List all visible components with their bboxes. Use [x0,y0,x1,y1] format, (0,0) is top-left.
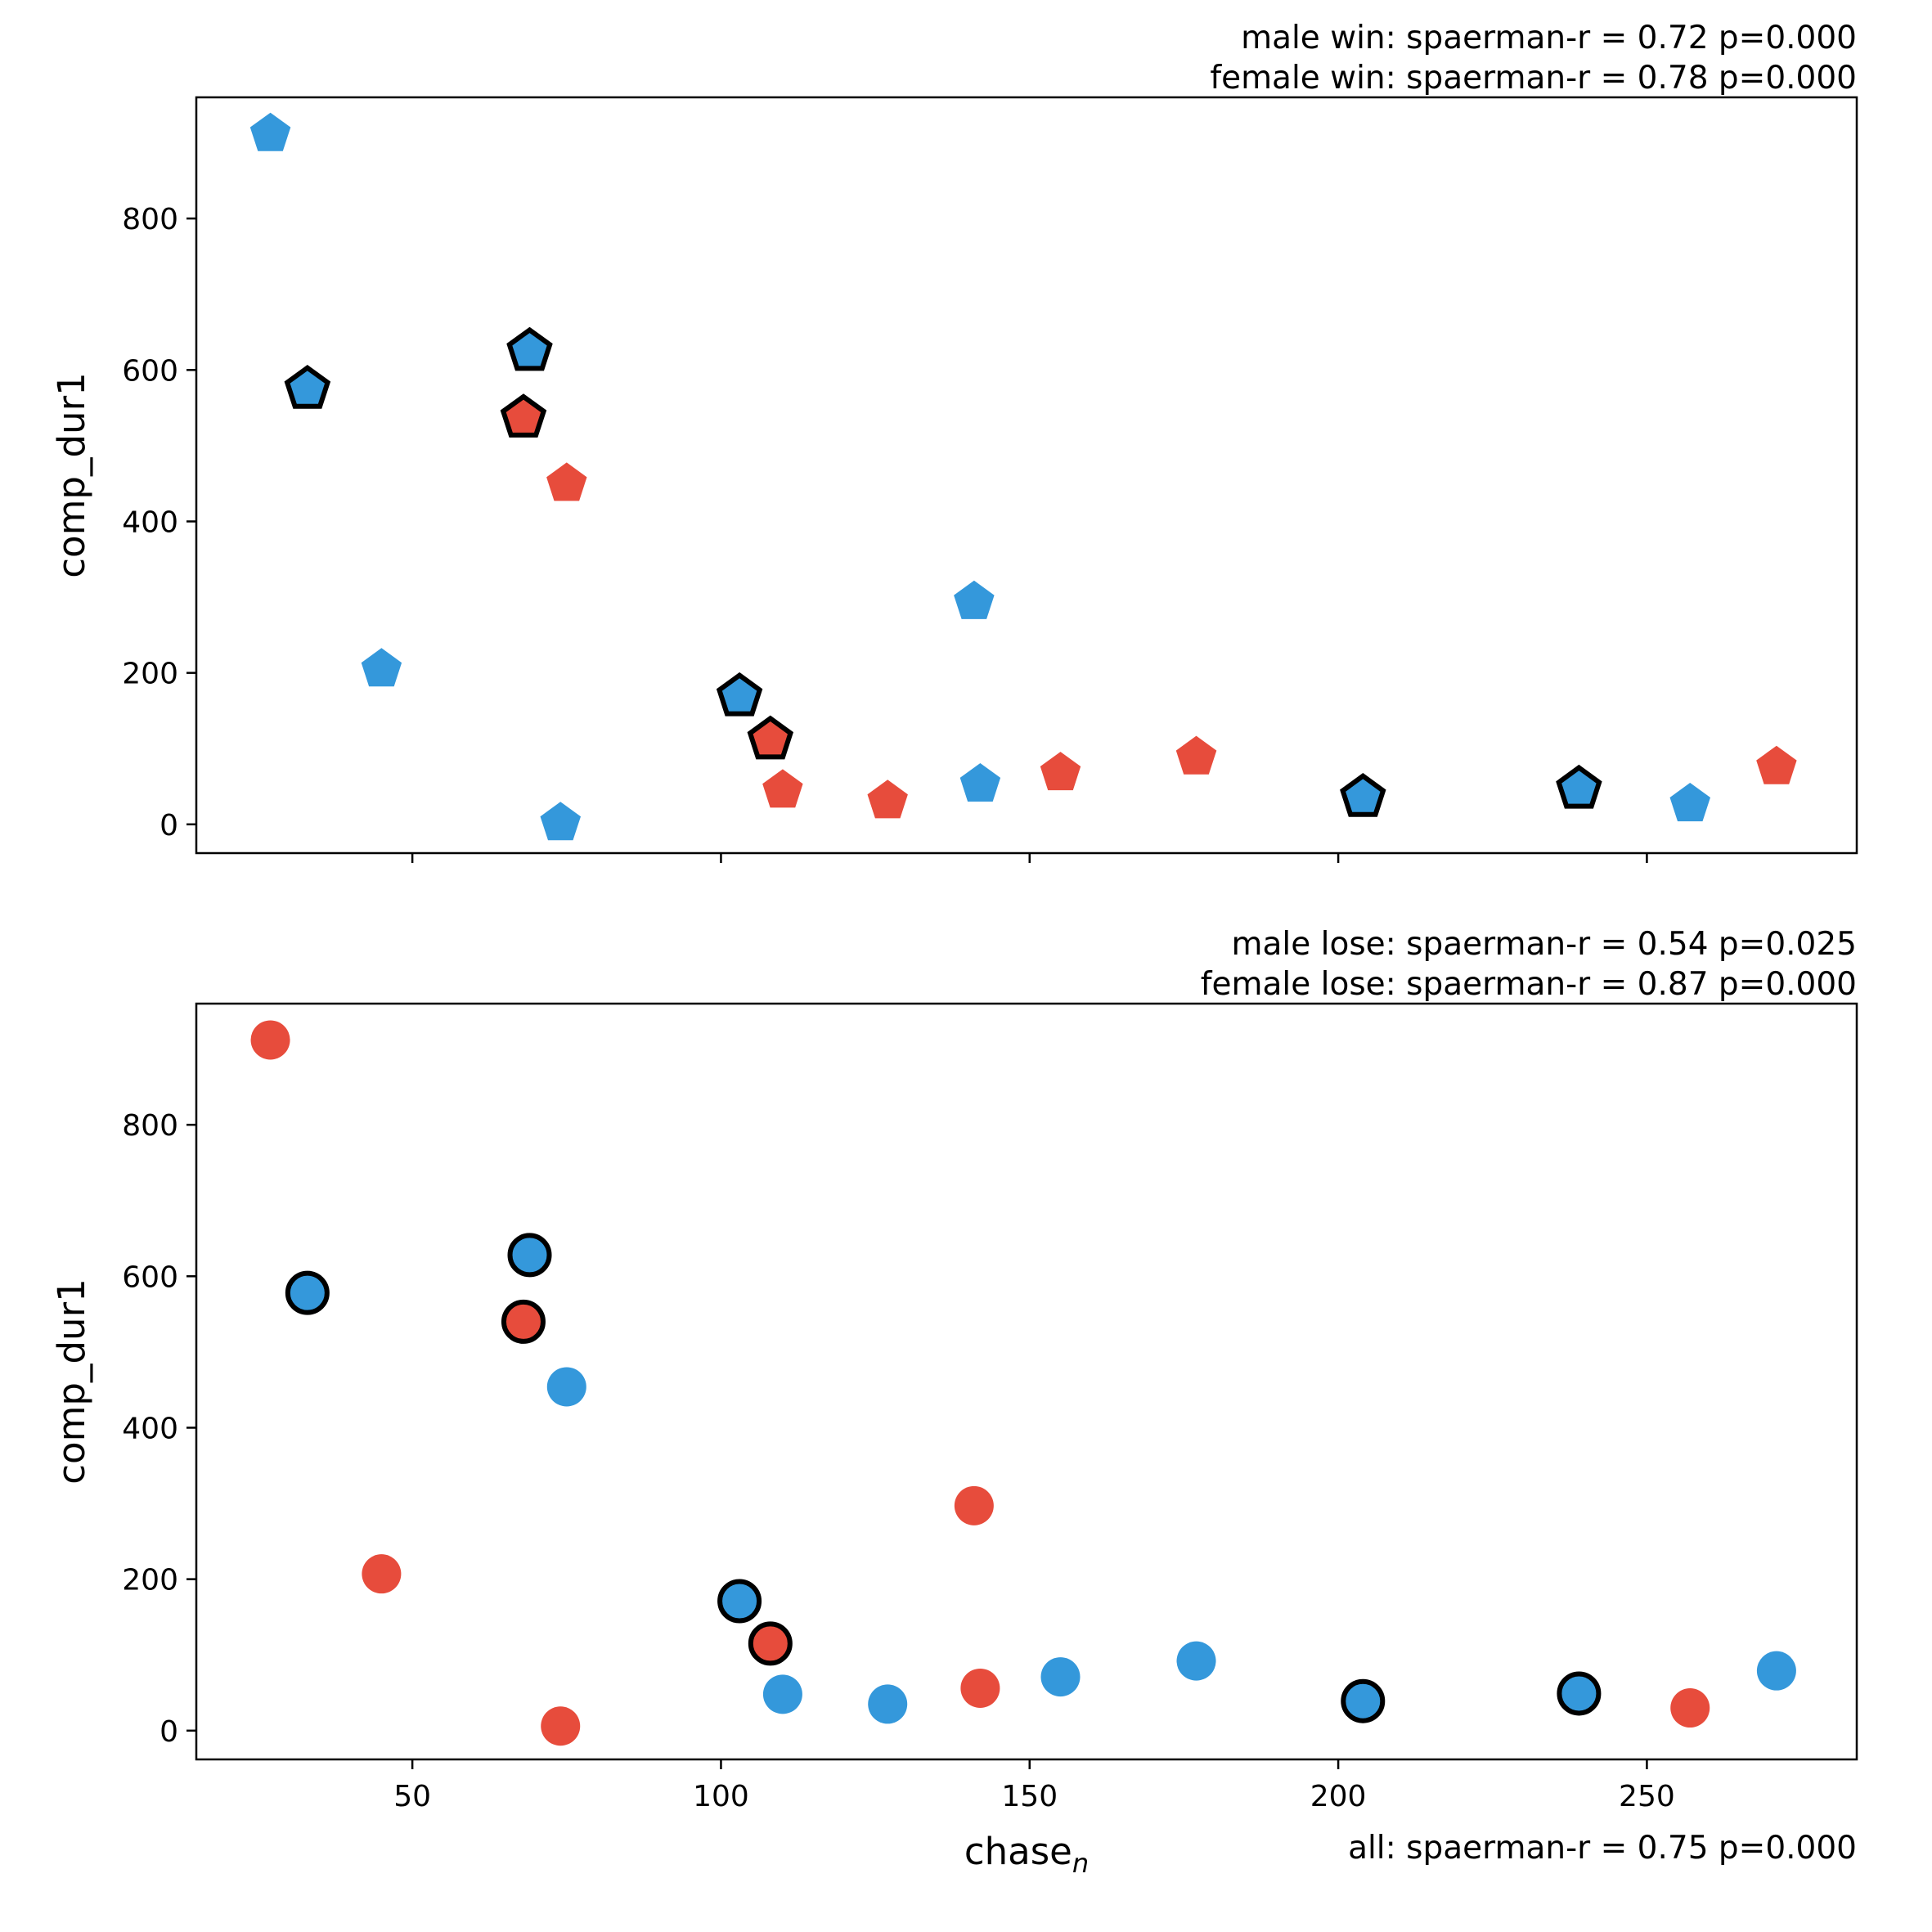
data-point-circle [1557,1671,1602,1716]
y-axis-label: comp_dur1 [50,372,93,577]
x-axis-label-main: chase [964,1830,1072,1873]
data-point-circle [954,1485,994,1525]
data-point-circle [507,1233,552,1278]
data-point-circle [1756,1651,1796,1691]
data-point-circle [541,1706,581,1746]
x-tick-label: 50 [393,1780,431,1813]
stats-annotation: male win: spaerman-r = 0.72 p=0.000 [1241,20,1857,56]
data-point-pentagon [954,580,995,619]
x-tick-label: 250 [1619,1780,1675,1813]
data-point-pentagon [1556,764,1602,809]
x-tick-label: 100 [693,1780,749,1813]
data-point-pentagon [540,802,581,841]
data-point-circle [1341,1678,1386,1723]
data-point-pentagon [747,715,794,760]
data-point-circle [868,1684,908,1724]
x-tick-label: 200 [1310,1780,1367,1813]
y-tick-label: 400 [122,505,178,539]
data-point-circle [362,1554,402,1594]
data-point-pentagon [1175,735,1217,775]
y-tick-label: 0 [160,1715,178,1749]
y-tick-label: 800 [122,203,178,236]
panel-2: 0 200 400 600 800 50 100 150 200 250 comp_dur1 male… [50,926,1858,1867]
data-point-pentagon [361,648,402,687]
plot-frame [195,96,1858,855]
overall-stats-annotation: all: spaerman-r = 0.75 p=0.000 [1348,1830,1857,1867]
data-point-pentagon [1756,745,1797,784]
data-point-circle [748,1621,793,1666]
y-axis-label: comp_dur1 [50,1278,93,1484]
stats-annotation: female win: spaerman-r = 0.78 p=0.000 [1210,60,1857,97]
data-point-pentagon [284,364,331,409]
data-point-circle [285,1270,330,1315]
data-point-circle [546,1367,586,1407]
y-tick-label: 200 [122,658,178,691]
data-point-circle [960,1668,1000,1708]
data-point-pentagon [762,769,803,808]
data-point-circle [717,1579,762,1624]
x-axis-label: chasen [964,1830,1089,1879]
stats-annotation: female lose: spaerman-r = 0.87 p=0.000 [1201,966,1857,1003]
data-point-circle [1176,1641,1216,1681]
data-point-pentagon [546,462,587,501]
y-tick-label: 200 [122,1564,178,1597]
data-point-pentagon [1340,772,1386,817]
data-point-pentagon [1669,783,1710,822]
data-point-pentagon [1040,752,1081,791]
data-point-circle [1040,1657,1081,1697]
y-tick-label: 600 [122,1260,178,1294]
data-point-circle [250,1020,290,1060]
y-tick-label: 0 [160,809,178,842]
x-tick-label: 150 [1001,1780,1058,1813]
data-point-pentagon [716,672,763,717]
y-tick-label: 800 [122,1109,178,1143]
data-point-pentagon [959,763,1001,802]
x-axis-label-subscript: n [1072,1848,1089,1879]
data-point-circle [501,1299,546,1344]
panel-1: 0 200 400 600 800 comp_dur1 male win: spaerman… [50,20,1858,863]
data-point-circle [1670,1688,1710,1728]
y-tick-label: 400 [122,1412,178,1445]
y-tick-label: 600 [122,354,178,388]
stats-annotation: male lose: spaerman-r = 0.54 p=0.025 [1232,926,1857,963]
data-point-pentagon [506,326,553,371]
data-point-circle [762,1674,802,1714]
data-point-pentagon [249,112,291,151]
data-point-pentagon [500,393,547,438]
data-point-pentagon [867,780,908,819]
plot-frame [195,1002,1858,1761]
